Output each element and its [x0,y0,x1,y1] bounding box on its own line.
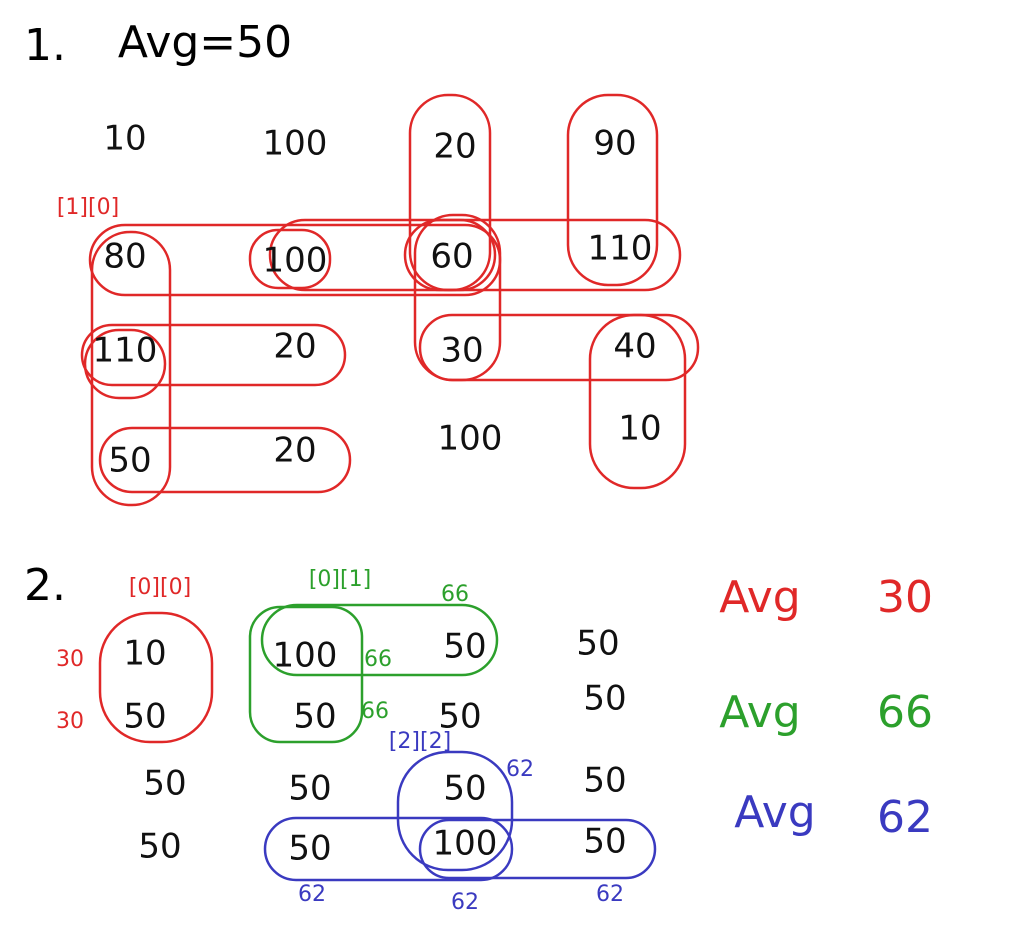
cell-value: 10 [103,119,146,159]
cell-value: 50 [576,624,619,664]
section-title: Avg=50 [118,17,292,68]
cell-value: 100 [273,636,338,676]
cell-value: 50 [108,441,151,481]
cell-value: 80 [103,237,146,277]
cell-value: 10 [618,409,661,449]
cell-value: 20 [273,431,316,471]
loop [90,230,172,507]
annotation: 66 [364,647,392,672]
annotation: 66 [441,582,469,607]
annotation: 62 [506,757,534,782]
loop [83,328,167,400]
loop [588,313,687,490]
loop [263,816,514,882]
loop [268,218,682,292]
average-value: 62 [877,792,933,843]
cell-value: 50 [443,627,486,667]
annotation: 66 [361,699,389,724]
annotation: [2][2] [389,729,451,754]
cell-value: 40 [613,327,656,367]
loop [80,323,347,387]
loop [418,313,700,382]
cell-value: 50 [123,697,166,737]
annotation: 30 [56,709,84,734]
average-label: Avg [734,787,816,838]
loop [88,223,502,297]
loop [566,93,659,287]
annotation: 30 [56,647,84,672]
cell-value: 10 [123,634,166,674]
cell-value: 50 [288,829,331,869]
cell-value: 100 [433,824,498,864]
cell-value: 50 [138,827,181,867]
cell-value: 50 [293,697,336,737]
cell-value: 50 [288,769,331,809]
cell-value: 100 [263,124,328,164]
loop [260,603,499,677]
cell-value: 110 [588,229,653,269]
loop [418,818,657,880]
cell-value: 50 [583,679,626,719]
loop [403,218,497,292]
green-loops [248,603,499,744]
average-value: 66 [877,687,933,738]
section-number: 1. [24,20,66,71]
loop [98,426,352,494]
cell-value: 110 [93,331,158,371]
cell-value: 50 [443,769,486,809]
loop [396,750,514,872]
cell-value: 60 [430,237,473,277]
cell-value: 30 [440,331,483,371]
cell-value: 50 [143,764,186,804]
cell-value: 50 [583,761,626,801]
blue-loops [263,750,657,882]
section-number: 2. [24,560,66,611]
cell-value: 50 [438,697,481,737]
cell-value: 100 [438,419,503,459]
annotation: 62 [451,890,479,915]
cell-value: 20 [433,127,476,167]
average-value: 30 [877,572,933,623]
annotation: [0][1] [309,567,371,592]
annotation: 62 [298,882,326,907]
average-label: Avg [719,572,801,623]
loop [98,611,214,744]
cell-value: 50 [583,822,626,862]
cell-value: 20 [273,327,316,367]
cell-value: 100 [263,241,328,281]
cell-value: 90 [593,124,636,164]
average-label: Avg [719,687,801,738]
red-loops [80,93,700,744]
annotation: [0][0] [129,575,191,600]
annotation: 62 [596,882,624,907]
index-label: [1][0] [57,195,119,220]
